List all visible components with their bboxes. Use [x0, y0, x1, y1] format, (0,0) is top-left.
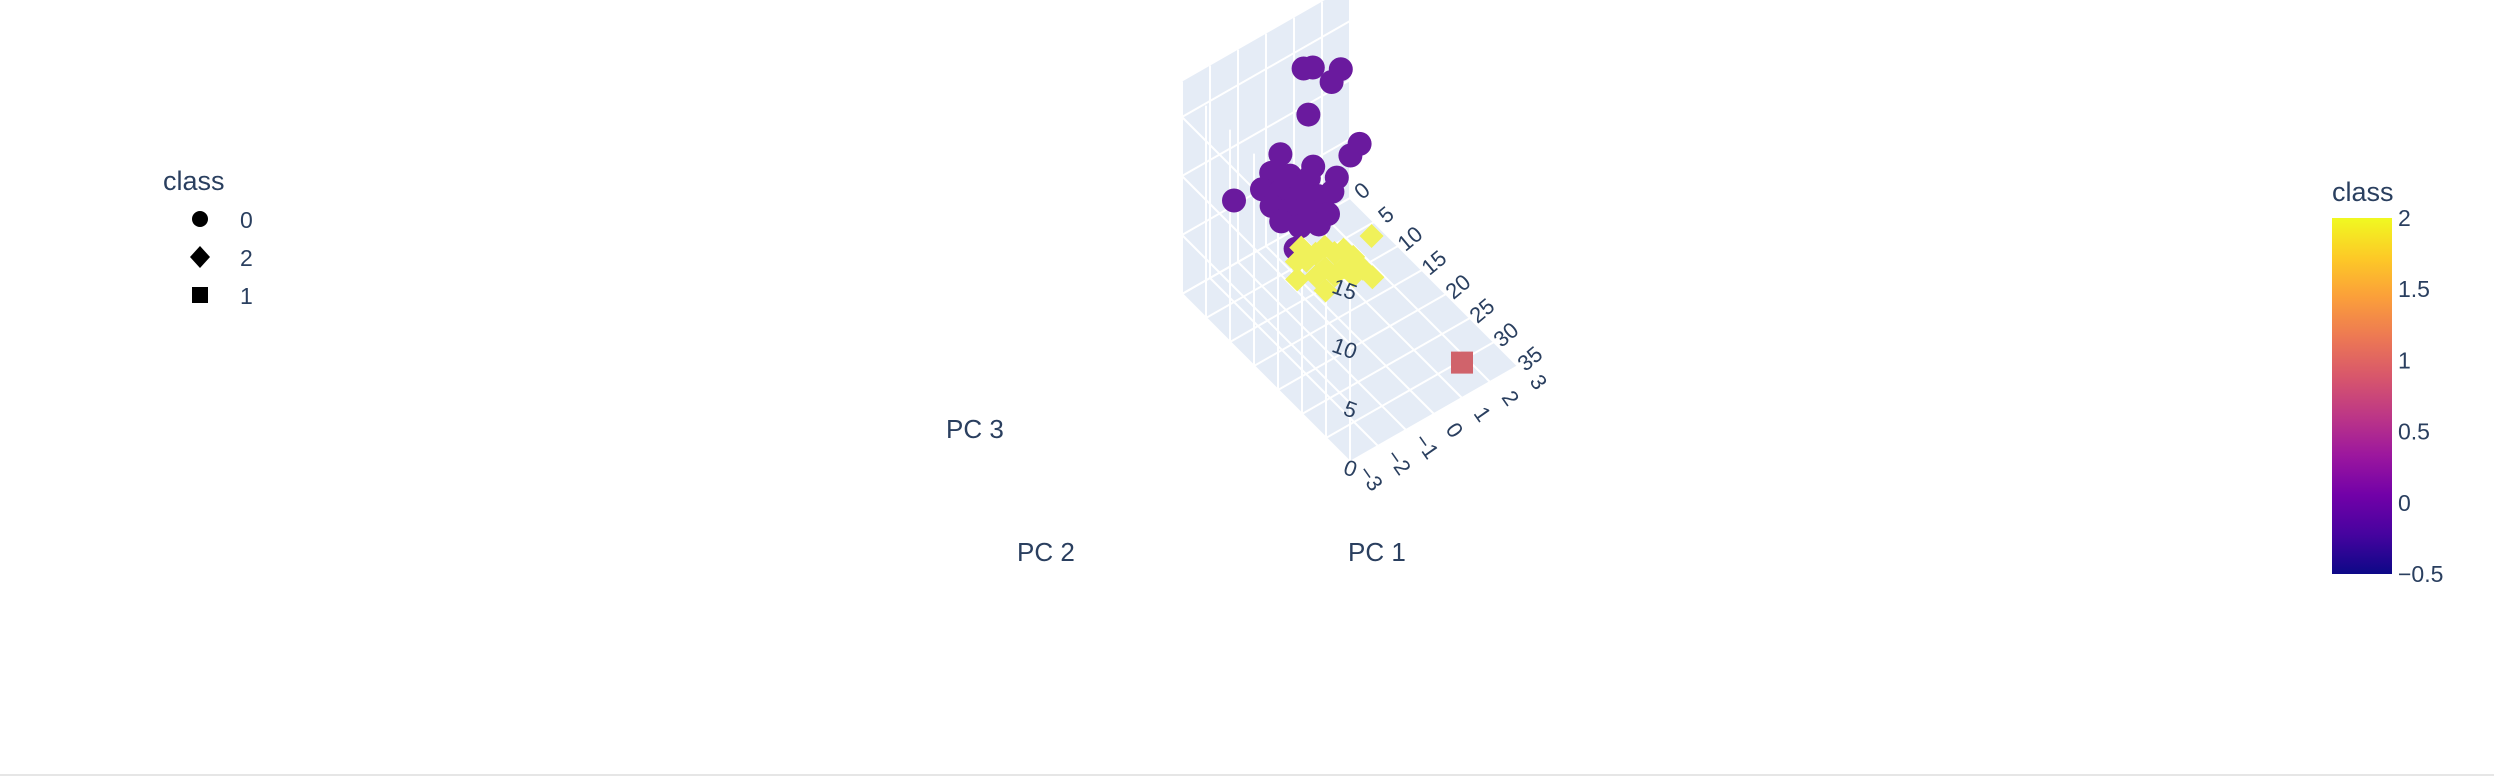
y-tick-label: −2 [1381, 445, 1416, 480]
bottom-divider [0, 774, 2494, 776]
class-0-point [1329, 57, 1353, 81]
z-axis-title: PC 3 [946, 414, 1004, 444]
class-0-point [1296, 103, 1320, 127]
diamond-icon [190, 246, 210, 268]
colorbar-tick-label: −0.5 [2398, 561, 2443, 587]
y-tick-label: 1 [1469, 402, 1497, 426]
colorbar-title: class [2332, 177, 2394, 207]
colorbar-tick-label: 1.5 [2398, 276, 2430, 302]
square-icon [192, 287, 208, 303]
y-tick-label: −1 [1409, 429, 1444, 464]
legend-item-1[interactable]: 1 [192, 283, 253, 309]
colorbar-tick-label: 2 [2398, 205, 2411, 231]
class-0-point [1301, 56, 1325, 80]
circle-icon [192, 211, 208, 227]
colorbar-tick-label: 1 [2398, 347, 2411, 373]
legend-item-label: 2 [240, 245, 253, 271]
class-1-point [1451, 352, 1473, 374]
x-axis-title: PC 1 [1348, 537, 1406, 567]
y-tick-label: −3 [1353, 461, 1388, 496]
colorbar: class 2 1.5 1 0.5 0 −0.5 [2332, 177, 2443, 587]
legend-item-0[interactable]: 0 [192, 207, 253, 233]
class-0-point [1320, 180, 1344, 204]
legend-title: class [163, 166, 225, 196]
legend-item-label: 0 [240, 207, 253, 233]
legend[interactable]: class 0 2 1 [163, 166, 253, 309]
class-0-point [1222, 189, 1246, 213]
y-tick-label: 2 [1497, 386, 1525, 410]
y-axis-title: PC 2 [1017, 537, 1075, 567]
class-0-point [1348, 132, 1372, 156]
class-0-point [1301, 155, 1325, 179]
class-0-point [1307, 212, 1331, 236]
colorbar-gradient [2332, 218, 2392, 574]
class-0-point [1273, 165, 1297, 189]
x-tick-label: 35 [1513, 341, 1548, 376]
colorbar-tick-labels: 2 1.5 1 0.5 0 −0.5 [2398, 205, 2443, 587]
legend-item-2[interactable]: 2 [190, 245, 253, 271]
colorbar-tick-label: 0.5 [2398, 419, 2430, 445]
plot-scene[interactable] [1182, 0, 1518, 462]
legend-item-label: 1 [240, 283, 253, 309]
colorbar-tick-label: 0 [2398, 490, 2411, 516]
y-tick-label: 0 [1441, 418, 1469, 442]
